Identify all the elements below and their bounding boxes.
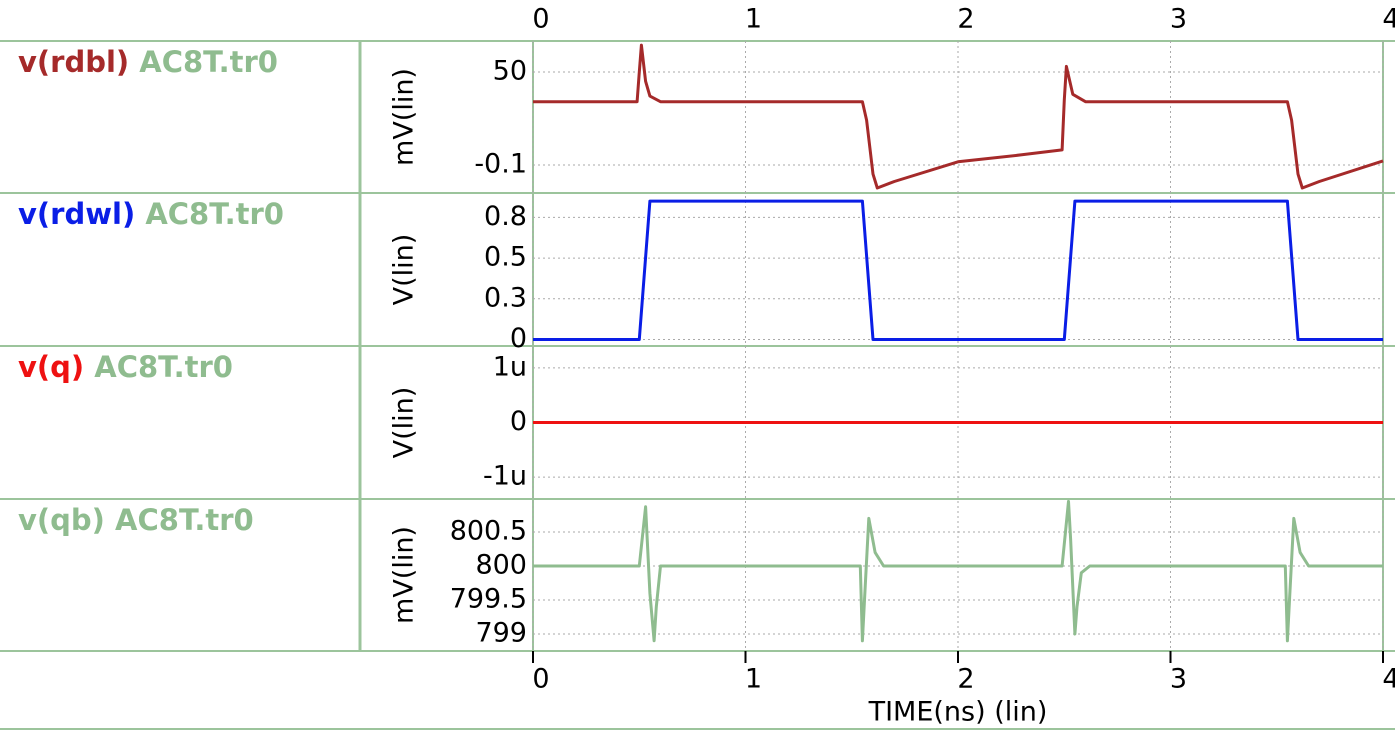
series-source: AC8T.tr0 [139, 45, 278, 79]
series-label: v(rdbl) AC8T.tr0 [18, 45, 278, 79]
series-source: AC8T.tr0 [145, 197, 284, 231]
series-label: v(rdwl) AC8T.tr0 [18, 197, 284, 231]
y-tick-label: 0.5 [484, 242, 527, 273]
y-tick-label: 799 [475, 617, 527, 648]
series-name: v(q) [18, 350, 84, 384]
series-line [533, 199, 1383, 341]
y-tick-label: -1u [483, 461, 527, 492]
x-tick-label-top: 3 [1170, 4, 1187, 35]
y-tick-label: 800 [475, 549, 527, 580]
y-tick-label: 0 [510, 323, 527, 354]
x-tick-label: 4 [1382, 664, 1395, 695]
x-axis-label: TIME(ns) (lin) [868, 697, 1048, 728]
series-label: v(q) AC8T.tr0 [18, 350, 233, 384]
series-source: AC8T.tr0 [115, 503, 254, 537]
series-label: v(qb) AC8T.tr0 [18, 503, 254, 537]
y-tick-label: 0.8 [484, 201, 527, 232]
series-line [533, 43, 1384, 190]
y-tick-label: 0.3 [484, 282, 527, 313]
y-tick-label: 1u [493, 351, 527, 382]
series-line [533, 499, 1383, 643]
series-name: v(rdwl) [18, 197, 135, 231]
y-tick-label: 799.5 [450, 583, 527, 614]
y-tick-label: 800.5 [450, 515, 527, 546]
x-tick-label: 2 [957, 664, 974, 695]
y-axis-label: V(lin) [389, 387, 420, 459]
x-tick-label: 3 [1170, 664, 1187, 695]
x-tick-label-top: 0 [532, 4, 549, 35]
y-tick-label: -0.1 [474, 148, 527, 179]
y-tick-label: 50 [493, 55, 527, 86]
series-source: AC8T.tr0 [94, 350, 233, 384]
y-axis-label: V(lin) [389, 234, 420, 306]
series-name: v(qb) [18, 503, 105, 537]
x-tick-label-top: 4 [1382, 4, 1395, 35]
x-tick-label: 0 [532, 664, 549, 695]
y-axis-label: mV(lin) [389, 526, 420, 624]
x-tick-label: 1 [745, 664, 762, 695]
x-tick-label-top: 1 [745, 4, 762, 35]
y-axis-label: mV(lin) [389, 68, 420, 166]
x-tick-label-top: 2 [957, 4, 974, 35]
series-name: v(rdbl) [18, 45, 129, 79]
y-tick-label: 0 [510, 406, 527, 437]
